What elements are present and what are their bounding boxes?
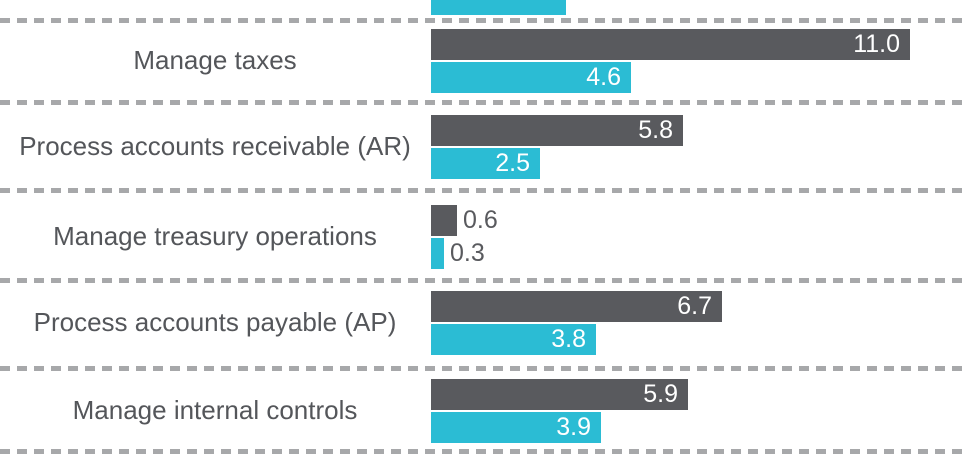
chart-row: Manage taxes 11.0 4.6 <box>0 29 962 93</box>
bar-value-label: 11.0 <box>853 30 900 58</box>
chart-row: Manage treasury operations 0.6 0.3 <box>0 205 962 269</box>
bar-group: 6.7 3.8 <box>431 291 722 357</box>
category-label: Process accounts payable (AP) <box>33 307 397 338</box>
bar-gray: 6.7 <box>431 291 722 322</box>
bar-gray: 0.6 <box>431 205 498 236</box>
bar-value-label: 0.6 <box>463 206 498 234</box>
bar-cyan: 3.9 <box>431 412 601 443</box>
chart-row: Manage internal controls 5.9 3.9 <box>0 379 962 443</box>
bar-value-label: 3.8 <box>551 325 586 353</box>
chart-row: Process accounts receivable (AR) 5.8 2.5 <box>0 115 962 179</box>
dashed-separator <box>0 188 962 193</box>
bar-value-label: 6.7 <box>677 292 712 320</box>
category-label: Manage taxes <box>133 45 297 76</box>
dashed-separator <box>0 449 962 454</box>
partial-bar-cyan <box>431 0 566 15</box>
bar-gray: 11.0 <box>431 29 910 60</box>
category-label: Manage internal controls <box>72 395 358 426</box>
dashed-separator <box>0 366 962 371</box>
bar-cyan: 3.8 <box>431 324 596 355</box>
bar-value-label: 2.5 <box>495 149 530 177</box>
bar-cyan: 4.6 <box>431 62 631 93</box>
bar-value-label: 3.9 <box>556 413 591 441</box>
chart-row: Process accounts payable (AP) 6.7 3.8 <box>0 291 962 355</box>
bar-value-label: 5.8 <box>638 116 673 144</box>
bar-gray: 5.9 <box>431 379 688 410</box>
bar-group: 11.0 4.6 <box>431 29 910 95</box>
bar-value-label: 5.9 <box>643 380 678 408</box>
dashed-separator <box>0 18 962 23</box>
bar-group: 5.8 2.5 <box>431 115 683 181</box>
category-label: Process accounts receivable (AR) <box>19 131 411 162</box>
bar-group: 0.6 0.3 <box>431 205 498 271</box>
category-label: Manage treasury operations <box>53 221 377 252</box>
bar-cyan: 2.5 <box>431 148 540 179</box>
bar-cyan: 0.3 <box>431 238 485 269</box>
bar-gray: 5.8 <box>431 115 683 146</box>
dashed-separator <box>0 278 962 283</box>
dashed-separator <box>0 100 962 105</box>
bar-group: 5.9 3.9 <box>431 379 688 445</box>
bar-value-label: 4.6 <box>586 63 621 91</box>
bar-value-label: 0.3 <box>450 239 485 267</box>
